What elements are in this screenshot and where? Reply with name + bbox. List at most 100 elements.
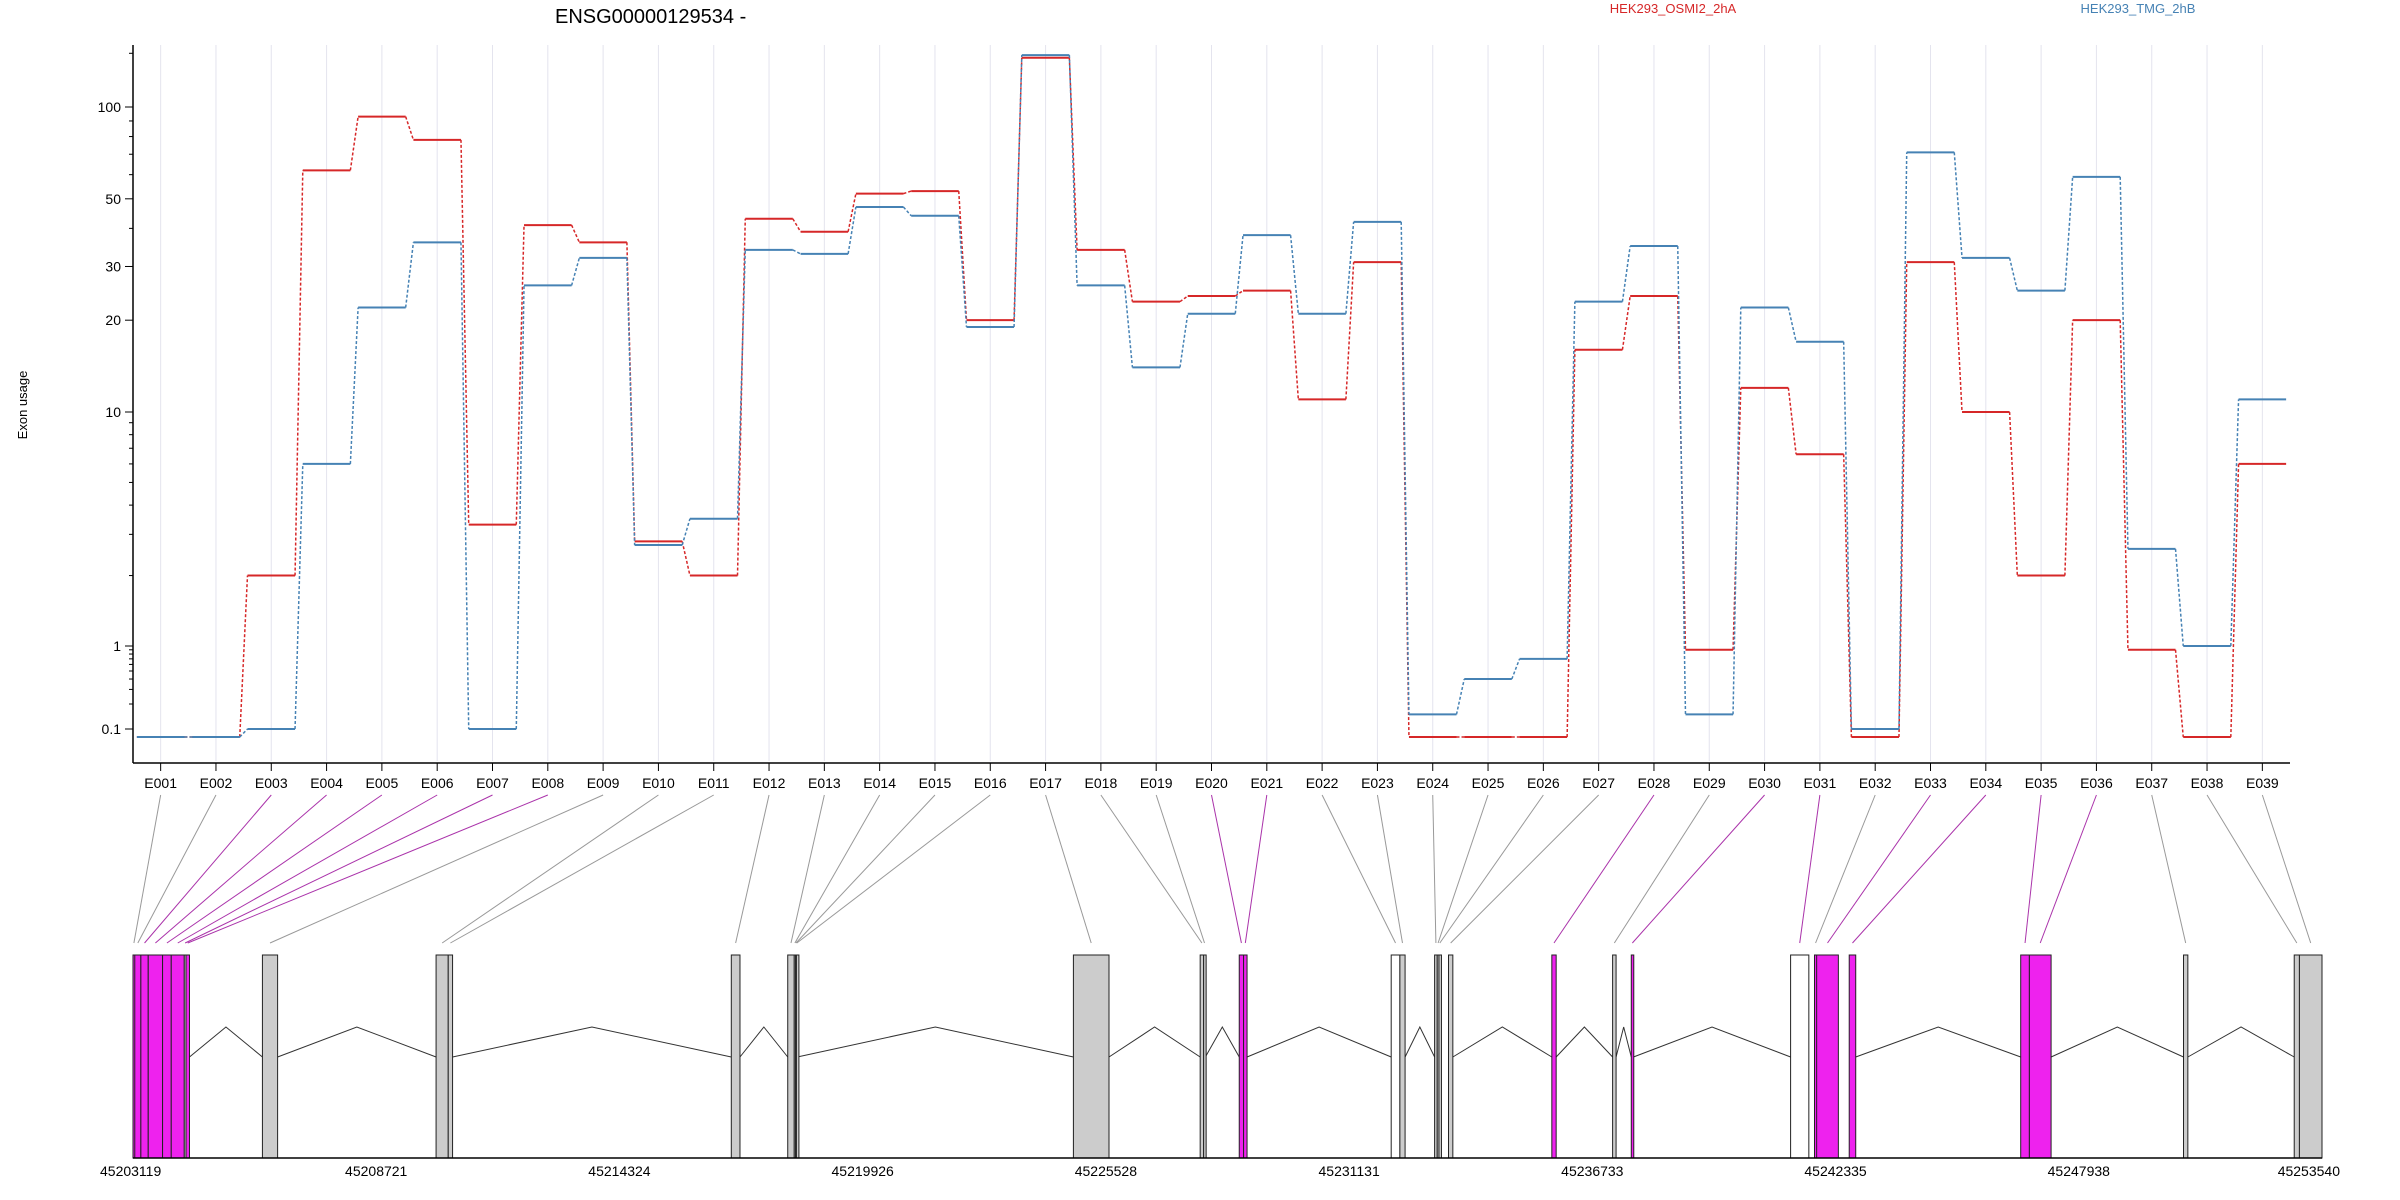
exon-box xyxy=(795,954,800,1159)
series-connector xyxy=(1345,262,1355,400)
x-tick-label: E011 xyxy=(698,775,730,791)
series-connector xyxy=(1676,246,1687,715)
exon-connector xyxy=(177,794,438,944)
exon-connector xyxy=(795,794,936,944)
y-tick-label: 10 xyxy=(105,404,121,420)
intron-line xyxy=(1855,1026,2021,1058)
x-tick-label: E002 xyxy=(200,775,233,791)
series-connector xyxy=(460,242,470,730)
intron-line xyxy=(797,1026,1074,1058)
x-axis: E001 E002 E003 E004 E005 E006 E007 E008 E009 E010… xyxy=(133,762,2290,791)
series-connector xyxy=(1123,285,1134,368)
series-2 xyxy=(136,54,2287,739)
x-tick-label: E022 xyxy=(1306,775,1339,791)
exon-connector xyxy=(155,794,327,944)
exon-box xyxy=(170,954,185,1159)
x-tick-label: E004 xyxy=(310,775,343,791)
genomic-tick-label: 45242335 xyxy=(1804,1163,1867,1179)
genomic-tick-label: 45225528 xyxy=(1075,1163,1138,1179)
genomic-tick-label: 45214324 xyxy=(588,1163,651,1179)
x-tick-label: E020 xyxy=(1195,775,1228,791)
series-connector xyxy=(238,575,249,738)
series-connector xyxy=(349,307,359,464)
series-connector xyxy=(460,139,470,525)
series-connector xyxy=(902,206,912,217)
exon-box xyxy=(2028,954,2052,1159)
exon-box xyxy=(1199,954,1205,1159)
series-connector xyxy=(626,257,636,546)
exon-box xyxy=(1438,954,1442,1159)
x-tick-label: E031 xyxy=(1804,775,1837,791)
y-tick-label: 100 xyxy=(98,99,122,115)
x-tick-label: E037 xyxy=(2135,775,2168,791)
series-lines xyxy=(136,54,2287,739)
series-connector xyxy=(1621,295,1631,350)
series-connector xyxy=(294,170,304,576)
exon-connector xyxy=(790,794,825,944)
series-connector xyxy=(1566,301,1576,659)
intron-line xyxy=(277,1026,437,1058)
series-connector xyxy=(294,463,304,730)
x-tick-label: E018 xyxy=(1085,775,1118,791)
exon-connector xyxy=(269,794,604,944)
intron-line xyxy=(1555,1026,1613,1058)
x-tick-label: E017 xyxy=(1029,775,1062,791)
intron-line xyxy=(452,1026,732,1058)
series-connector xyxy=(2008,411,2019,576)
exon-box xyxy=(1630,954,1635,1159)
x-tick-label: E034 xyxy=(1969,775,2002,791)
exon-box xyxy=(1448,954,1454,1159)
exon-box xyxy=(1848,954,1857,1159)
exon-connector xyxy=(2039,794,2097,944)
series-connector xyxy=(1179,313,1189,368)
exon-connector xyxy=(166,794,383,944)
intron-line xyxy=(1108,1026,1201,1058)
exon-box xyxy=(1072,954,1110,1159)
series-connector xyxy=(2174,649,2185,738)
exon-connector xyxy=(794,794,881,944)
series-connector xyxy=(681,518,691,546)
x-tick-label: E006 xyxy=(421,775,454,791)
exon-box xyxy=(261,954,279,1159)
x-tick-label: E038 xyxy=(2191,775,2224,791)
y-tick-label: 0.1 xyxy=(102,721,122,737)
legend-series-2-label: HEK293_TMG_2hB xyxy=(2081,1,2196,16)
exon-box xyxy=(1790,954,1810,1159)
exon-box xyxy=(1551,954,1557,1159)
exon-box xyxy=(1390,954,1401,1159)
exon-connector xyxy=(1155,794,1205,944)
exon-connector xyxy=(1432,794,1437,944)
x-tick-label: E007 xyxy=(476,775,509,791)
x-tick-label: E008 xyxy=(531,775,564,791)
x-tick-label: E021 xyxy=(1250,775,1283,791)
series-connector xyxy=(1234,290,1244,297)
exon-box xyxy=(787,954,795,1159)
genomic-tick-label: 45247938 xyxy=(2048,1163,2111,1179)
intron-line xyxy=(1615,1026,1632,1058)
exon-connector xyxy=(1613,794,1710,944)
legend-series-1-label: HEK293_OSMI2_2hA xyxy=(1610,1,1737,16)
x-tick-label: E015 xyxy=(919,775,952,791)
series-connector xyxy=(1123,249,1134,302)
exon-connector xyxy=(144,794,272,944)
exon-connector xyxy=(1827,794,1931,944)
series-connector xyxy=(404,242,415,308)
exon-connector xyxy=(1244,794,1268,944)
x-tick-label: E005 xyxy=(366,775,399,791)
series-connector xyxy=(2008,257,2019,291)
series-connector xyxy=(1842,341,1853,730)
series-connector xyxy=(1842,454,1853,738)
exon-box xyxy=(1816,954,1839,1159)
exon-connector xyxy=(1631,794,1765,944)
exon-connector xyxy=(1553,794,1655,944)
x-tick-label: E027 xyxy=(1582,775,1615,791)
x-tick-label: E009 xyxy=(587,775,620,791)
x-tick-label: E012 xyxy=(753,775,786,791)
exon-box xyxy=(162,954,172,1159)
x-tick-label: E016 xyxy=(974,775,1007,791)
x-tick-label: E026 xyxy=(1527,775,1560,791)
exon-box xyxy=(730,954,741,1159)
exon-connector xyxy=(796,794,991,944)
series-connector xyxy=(1787,387,1797,455)
series-connector xyxy=(1898,262,1908,738)
